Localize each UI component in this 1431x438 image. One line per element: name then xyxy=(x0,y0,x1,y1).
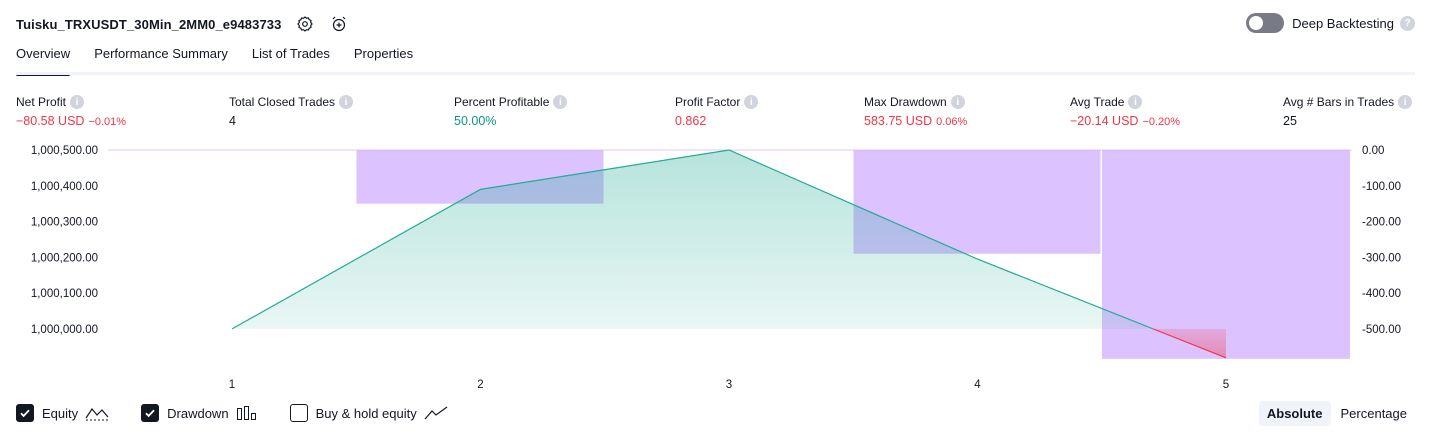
help-icon[interactable]: ? xyxy=(1400,15,1415,31)
stat-value: 4 xyxy=(229,114,236,128)
equity-line-icon xyxy=(85,405,109,421)
x-axis-tick: 5 xyxy=(1223,379,1229,391)
stat-value: 25 xyxy=(1283,114,1297,128)
tab-overview[interactable]: Overview xyxy=(16,46,71,76)
legend-label: Buy & hold equity xyxy=(315,405,417,421)
stat-label: Total Closed Trades xyxy=(229,95,336,109)
stat-max-drawdown: Max Drawdown i 583.75 USD 0.06% xyxy=(864,94,967,130)
stat-percent: 0.06% xyxy=(936,116,968,128)
buy-hold-checkbox[interactable] xyxy=(289,404,308,422)
info-icon[interactable]: i xyxy=(950,95,965,109)
stat-value: −80.58 USD xyxy=(16,114,85,128)
info-icon[interactable]: i xyxy=(1398,95,1413,109)
toggle-knob xyxy=(1249,16,1264,30)
legend-drawdown[interactable]: Drawdown xyxy=(141,404,257,422)
stat-label: Percent Profitable xyxy=(454,95,550,109)
stat-percent: −0.20% xyxy=(1142,116,1181,128)
deep-backtesting-toggle[interactable] xyxy=(1246,13,1285,33)
tab-properties[interactable]: Properties xyxy=(353,46,414,61)
settings-gear-icon[interactable] xyxy=(295,14,315,34)
tab-performance-summary[interactable]: Performance Summary xyxy=(94,46,228,61)
stat-value: −20.14 USD xyxy=(1070,114,1139,128)
stat-label: Avg Trade xyxy=(1070,95,1125,109)
x-axis-tick: 2 xyxy=(477,379,483,391)
percentage-button[interactable]: Percentage xyxy=(1340,406,1408,421)
value-mode-switch: Absolute Percentage xyxy=(1257,401,1415,426)
stat-profit-factor: Profit Factor i 0.862 xyxy=(675,94,759,130)
drawdown-bar xyxy=(1102,150,1350,359)
left-axis-tick: 1,000,400.00 xyxy=(31,181,98,193)
add-alert-clock-icon[interactable] xyxy=(329,14,349,34)
right-axis-tick: -500.00 xyxy=(1362,324,1401,336)
legend-label: Drawdown xyxy=(167,405,229,421)
drawdown-checkbox[interactable] xyxy=(141,404,160,422)
drawdown-bars-icon xyxy=(236,405,258,421)
deep-backtesting: Deep Backtesting ? xyxy=(1246,13,1415,33)
stat-label: Max Drawdown xyxy=(864,95,947,109)
stat-percent-profitable: Percent Profitable i 50.00% xyxy=(454,94,568,130)
info-icon[interactable]: i xyxy=(744,95,759,109)
right-axis-tick: -200.00 xyxy=(1362,217,1401,229)
equity-area xyxy=(232,150,1154,329)
equity-series xyxy=(231,149,1227,359)
x-axis-tick: 3 xyxy=(726,379,732,391)
tab-divider xyxy=(16,72,1415,75)
info-icon[interactable]: i xyxy=(1128,95,1143,109)
equity-line xyxy=(231,149,1154,330)
buy-hold-line-icon xyxy=(424,405,448,421)
tab-bar: Overview Performance Summary List of Tra… xyxy=(16,46,437,76)
absolute-button[interactable]: Absolute xyxy=(1258,401,1331,426)
deep-backtesting-label: Deep Backtesting xyxy=(1292,15,1394,31)
left-axis-tick: 1,000,100.00 xyxy=(31,288,98,300)
legend-label: Equity xyxy=(42,405,79,421)
x-axis-tick: 4 xyxy=(974,379,981,391)
stat-label: Net Profit xyxy=(16,95,67,109)
legend-equity[interactable]: Equity xyxy=(16,404,109,422)
stat-value: 0.862 xyxy=(675,114,707,128)
right-axis-tick: -100.00 xyxy=(1362,181,1401,193)
info-icon[interactable]: i xyxy=(70,95,85,109)
right-axis-tick: 0.00 xyxy=(1362,145,1384,157)
stat-value: 50.00% xyxy=(454,114,497,128)
left-axis-tick: 1,000,500.00 xyxy=(31,145,98,157)
right-axis: 0.00 -100.00 -200.00 -300.00 -400.00 -500.00 xyxy=(1362,145,1401,336)
left-axis-tick: 1,000,300.00 xyxy=(31,217,98,229)
stat-label: Avg # Bars in Trades xyxy=(1283,95,1395,109)
stat-avg-trade: Avg Trade i −20.14 USD −0.20% xyxy=(1070,94,1180,130)
left-axis: 1,000,500.00 1,000,400.00 1,000,300.00 1,00… xyxy=(31,145,98,336)
strategy-title: Tuisku_TRXUSDT_30Min_2MM0_e9483733 xyxy=(16,16,282,32)
loss-line xyxy=(1152,328,1227,359)
tab-list-of-trades[interactable]: List of Trades xyxy=(251,46,330,61)
stat-label: Profit Factor xyxy=(675,95,741,109)
chart-legend: Equity Drawdown Buy & hold equity xyxy=(16,404,480,422)
x-axis-tick: 1 xyxy=(229,379,235,391)
stat-value: 583.75 USD xyxy=(864,114,933,128)
strategy-header: Tuisku_TRXUSDT_30Min_2MM0_e9483733 xyxy=(16,12,349,36)
stat-total-closed-trades: Total Closed Trades i 4 xyxy=(229,94,354,130)
right-axis-tick: -400.00 xyxy=(1362,288,1401,300)
equity-drawdown-chart[interactable]: 1,000,500.00 1,000,400.00 1,000,300.00 1,00… xyxy=(0,138,1431,396)
legend-buy-hold-equity[interactable]: Buy & hold equity xyxy=(289,404,448,422)
info-icon[interactable]: i xyxy=(553,95,568,109)
stat-avg-bars-in-trades: Avg # Bars in Trades i 25 xyxy=(1283,94,1413,130)
x-axis: 1 2 3 4 5 xyxy=(229,379,1229,391)
equity-checkbox[interactable] xyxy=(16,404,34,422)
left-axis-tick: 1,000,000.00 xyxy=(31,324,98,336)
right-axis-tick: -300.00 xyxy=(1362,252,1401,264)
left-axis-tick: 1,000,200.00 xyxy=(31,252,98,264)
stat-percent: −0.01% xyxy=(88,116,127,128)
info-icon[interactable]: i xyxy=(339,95,354,109)
stat-net-profit: Net Profit i −80.58 USD −0.01% xyxy=(16,94,126,130)
